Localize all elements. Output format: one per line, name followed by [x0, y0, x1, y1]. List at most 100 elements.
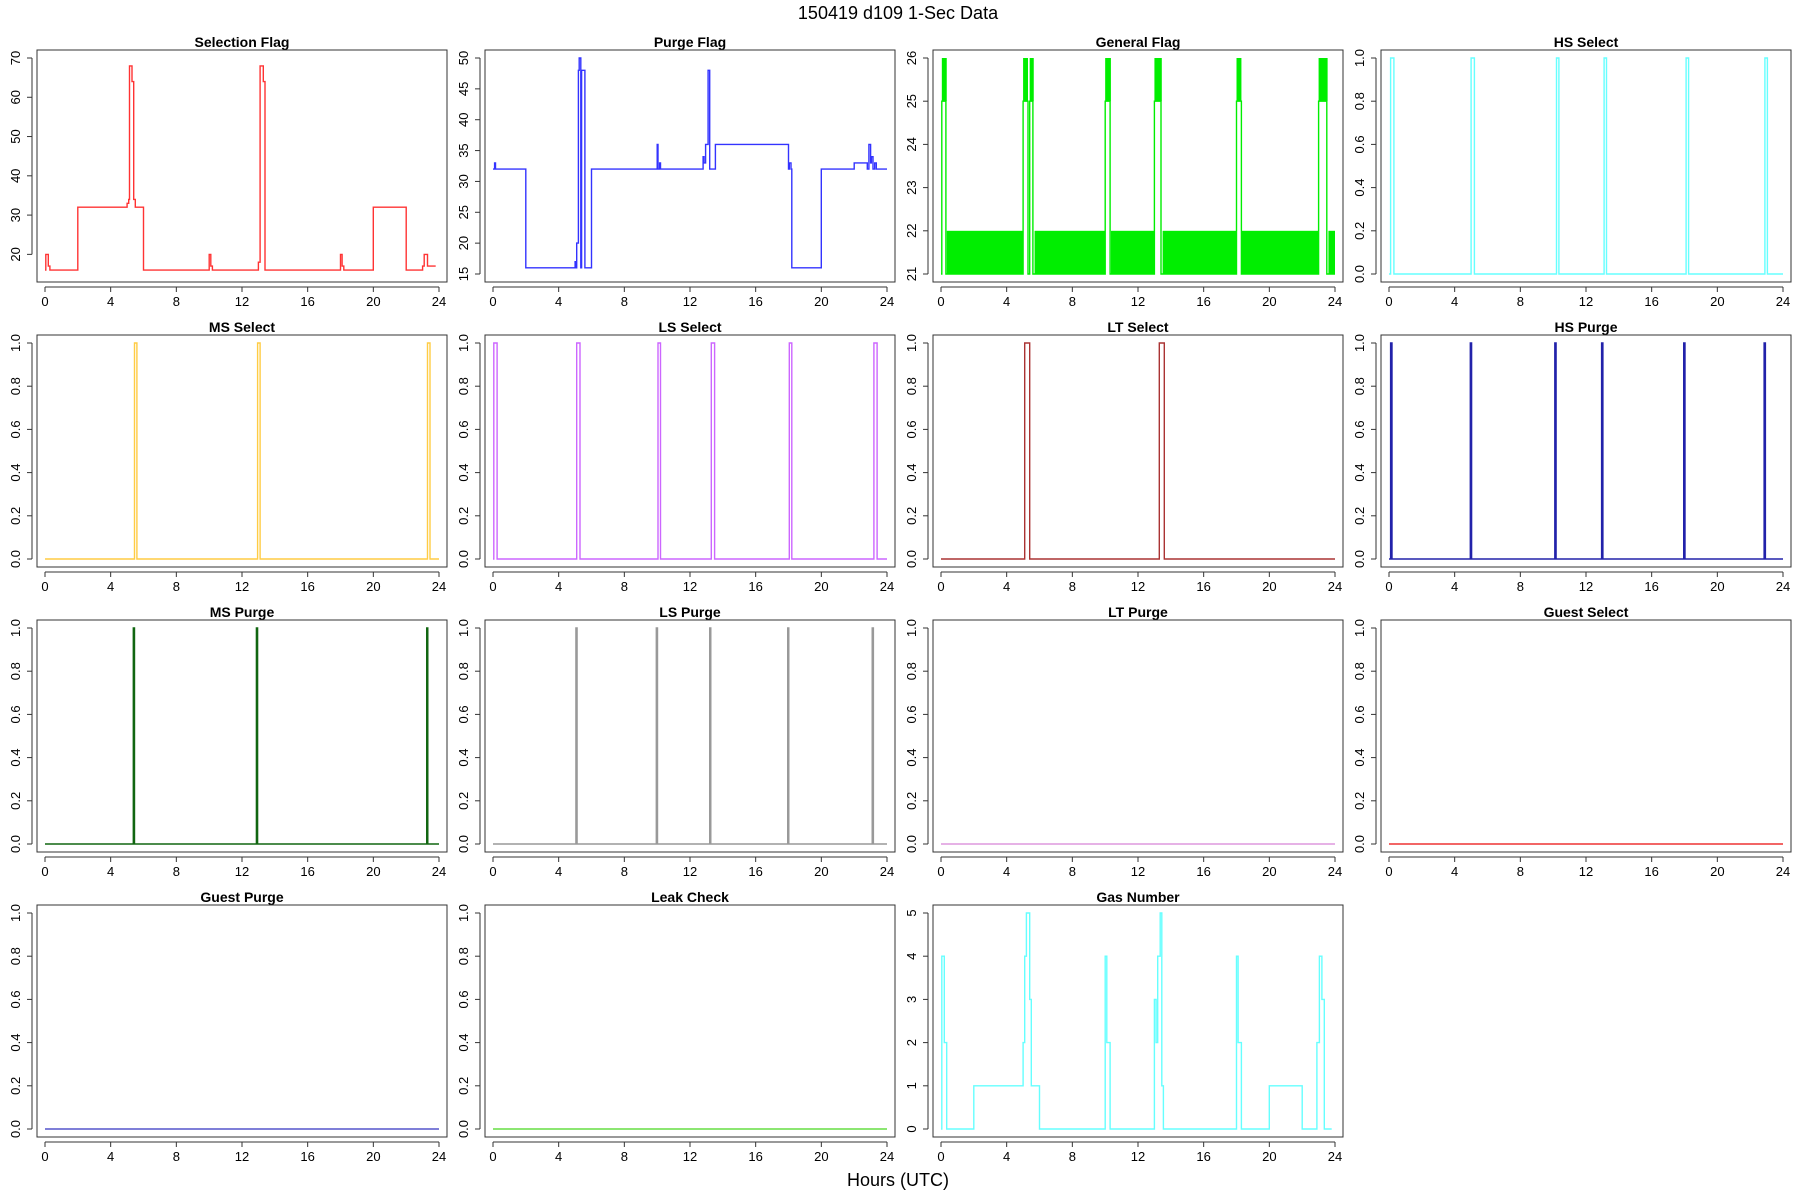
x-tick-label: 12 — [1131, 1149, 1145, 1164]
x-tick-label: 24 — [1776, 579, 1790, 594]
x-tick-label: 20 — [1262, 1149, 1276, 1164]
y-tick-label: 0.4 — [8, 1034, 23, 1052]
figure-title: 150419 d109 1-Sec Data — [798, 3, 999, 23]
x-tick-label: 8 — [173, 294, 180, 309]
panel-hs-select: HS Select 0 4 8 12 16 20 24 0.0 0.2 0.4 0.6 0.8 1.0 — [1352, 34, 1792, 309]
x-tick-label: 16 — [300, 294, 314, 309]
x-tick-label: 12 — [1131, 864, 1145, 879]
x-axis: 0 4 8 12 16 20 24 — [41, 571, 446, 594]
y-tick-label: 0.6 — [456, 705, 471, 723]
x-tick-label: 4 — [107, 294, 114, 309]
y-tick-label: 1 — [904, 1082, 919, 1089]
y-axis: 0.0 0.2 0.4 0.6 0.8 1.0 — [1352, 334, 1377, 568]
y-tick-label: 0.4 — [8, 464, 23, 482]
y-tick-label: 40 — [8, 169, 23, 183]
plot-frame — [1380, 334, 1792, 568]
y-tick-label: 0.6 — [1352, 420, 1367, 438]
y-tick-label: 0.0 — [456, 1120, 471, 1138]
x-tick-label: 0 — [41, 579, 48, 594]
x-tick-label: 8 — [173, 864, 180, 879]
x-tick-label: 12 — [235, 579, 249, 594]
x-tick-label: 20 — [366, 579, 380, 594]
y-tick-label: 0.4 — [904, 749, 919, 767]
y-tick-label: 25 — [904, 94, 919, 108]
x-tick-label: 4 — [1003, 864, 1010, 879]
x-axis: 0 4 8 12 16 20 24 — [1385, 571, 1790, 594]
x-tick-label: 20 — [814, 1149, 828, 1164]
y-axis: 0.0 0.2 0.4 0.6 0.8 1.0 — [456, 619, 481, 853]
x-tick-label: 24 — [432, 579, 446, 594]
x-axis: 0 4 8 12 16 20 24 — [41, 1141, 446, 1164]
x-axis: 0 4 8 12 16 20 24 — [489, 856, 894, 879]
x-tick-label: 8 — [1069, 294, 1076, 309]
x-tick-label: 20 — [366, 294, 380, 309]
y-tick-label: 1.0 — [456, 334, 471, 352]
x-tick-label: 8 — [1069, 579, 1076, 594]
y-tick-label: 0.8 — [1352, 377, 1367, 395]
x-tick-label: 20 — [1262, 294, 1276, 309]
x-tick-label: 20 — [814, 864, 828, 879]
panel-selection-flag: Selection Flag 0 4 8 12 16 20 24 20 30 40 50 60 70 — [8, 34, 448, 309]
y-tick-label: 0.2 — [456, 792, 471, 810]
y-tick-label: 0.2 — [904, 507, 919, 525]
x-tick-label: 24 — [432, 864, 446, 879]
y-axis: 0.0 0.2 0.4 0.6 0.8 1.0 — [456, 334, 481, 568]
x-tick-label: 0 — [937, 294, 944, 309]
x-tick-label: 0 — [489, 1149, 496, 1164]
x-tick-label: 24 — [1328, 579, 1342, 594]
x-tick-label: 4 — [555, 1149, 562, 1164]
x-tick-label: 0 — [489, 294, 496, 309]
y-tick-label: 45 — [456, 82, 471, 96]
plot-frame — [932, 334, 1344, 568]
x-tick-label: 0 — [41, 294, 48, 309]
x-tick-label: 20 — [1262, 579, 1276, 594]
x-tick-label: 20 — [1710, 579, 1724, 594]
y-tick-label: 0.0 — [1352, 265, 1367, 283]
y-tick-label: 0.0 — [456, 550, 471, 568]
y-tick-label: 0.8 — [904, 662, 919, 680]
x-tick-label: 24 — [1776, 864, 1790, 879]
x-tick-label: 8 — [1517, 579, 1524, 594]
x-tick-label: 12 — [1579, 579, 1593, 594]
x-tick-label: 4 — [555, 864, 562, 879]
y-tick-label: 0.0 — [8, 835, 23, 853]
series-line — [1389, 342, 1783, 560]
y-tick-label: 1.0 — [1352, 334, 1367, 352]
panel-title: Leak Check — [651, 889, 729, 905]
y-axis: 0.0 0.2 0.4 0.6 0.8 1.0 — [456, 904, 481, 1138]
y-axis: 15 20 25 30 35 40 45 50 — [456, 51, 481, 281]
y-tick-label: 0.4 — [8, 749, 23, 767]
x-tick-label: 12 — [235, 294, 249, 309]
y-tick-label: 1.0 — [904, 334, 919, 352]
x-tick-label: 12 — [683, 579, 697, 594]
y-tick-label: 0.2 — [1352, 792, 1367, 810]
y-tick-label: 50 — [456, 51, 471, 65]
y-tick-label: 0.8 — [456, 662, 471, 680]
x-tick-label: 8 — [1069, 1149, 1076, 1164]
signal-band — [941, 58, 947, 102]
y-tick-label: 0.4 — [1352, 179, 1367, 197]
plot-frame — [484, 619, 896, 853]
x-axis: 0 4 8 12 16 20 24 — [937, 286, 1342, 309]
y-tick-label: 0.4 — [1352, 464, 1367, 482]
panel-title: Guest Purge — [200, 889, 283, 905]
y-tick-label: 0.8 — [904, 377, 919, 395]
panel-ls-select: LS Select 0 4 8 12 16 20 24 0.0 0.2 0.4 0.6 0.8 1.0 — [456, 319, 896, 594]
y-tick-label: 0.0 — [904, 835, 919, 853]
y-axis: 0.0 0.2 0.4 0.6 0.8 1.0 — [1352, 49, 1377, 283]
y-tick-label: 0.2 — [1352, 507, 1367, 525]
x-tick-label: 0 — [41, 864, 48, 879]
y-axis: 0.0 0.2 0.4 0.6 0.8 1.0 — [8, 619, 33, 853]
y-tick-label: 0.0 — [904, 550, 919, 568]
x-tick-label: 4 — [1003, 294, 1010, 309]
x-tick-label: 4 — [1451, 579, 1458, 594]
y-axis: 0 1 2 3 4 5 — [904, 909, 929, 1133]
panel-guest-select: Guest Select 0 4 8 12 16 20 24 0.0 0.2 0.4 0.6 0.8 1.… — [1352, 604, 1792, 879]
plot-frame — [36, 49, 448, 283]
panel-title: MS Select — [209, 319, 275, 335]
x-tick-label: 8 — [621, 579, 628, 594]
y-tick-label: 40 — [456, 112, 471, 126]
x-tick-label: 0 — [1385, 294, 1392, 309]
x-tick-label: 16 — [300, 864, 314, 879]
